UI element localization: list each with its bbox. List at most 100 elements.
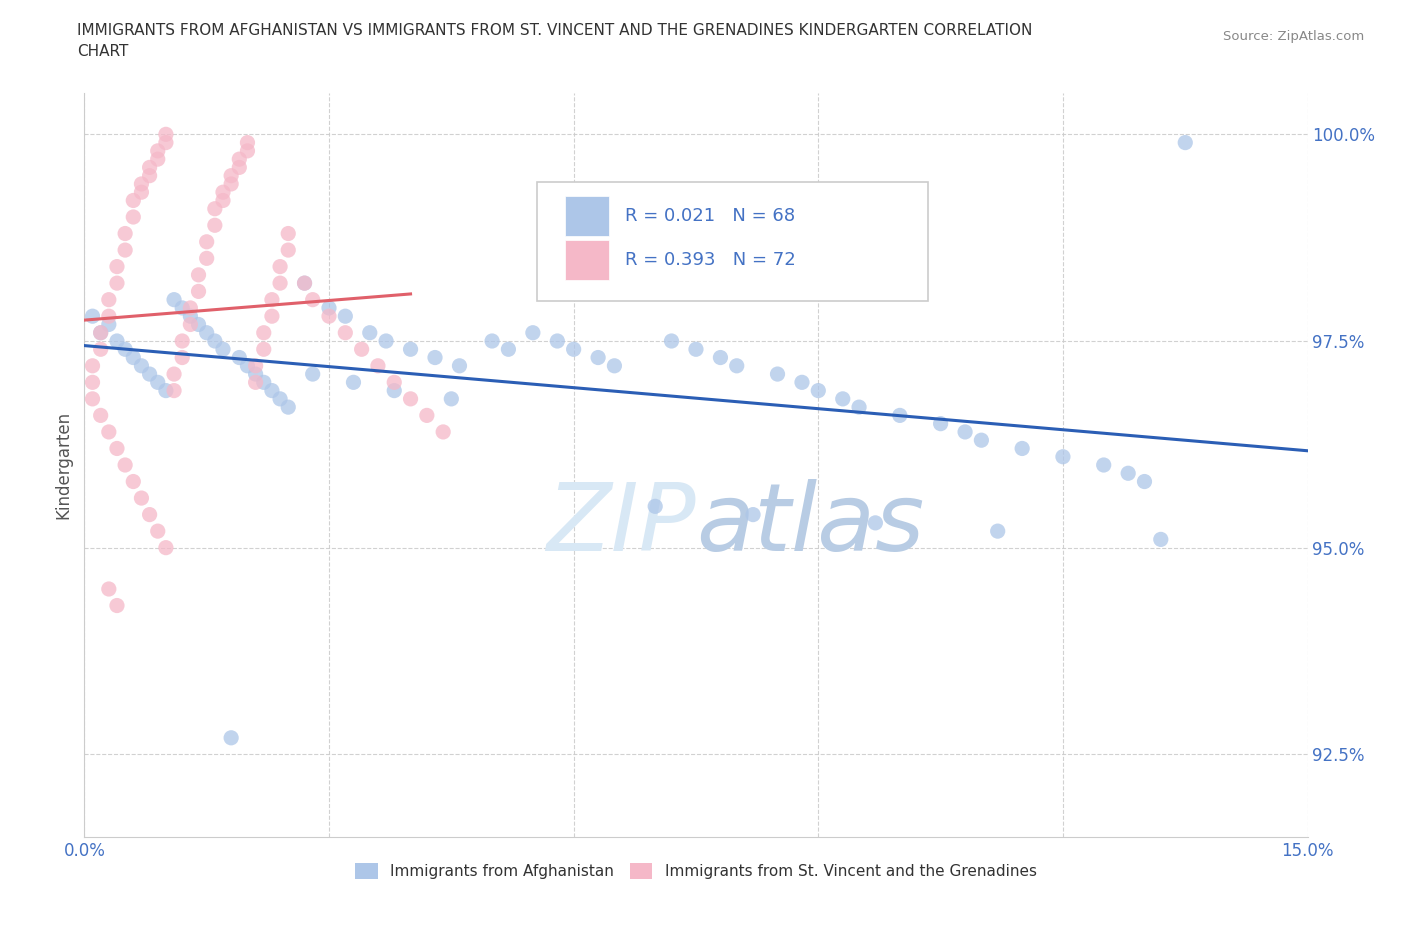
- Point: [163, 366, 186, 381]
- Point: [1052, 449, 1074, 464]
- Point: [432, 424, 454, 439]
- Point: [253, 326, 276, 340]
- Point: [219, 177, 242, 192]
- Point: [172, 334, 194, 349]
- Point: [953, 424, 976, 439]
- Text: R = 0.021   N = 68: R = 0.021 N = 68: [626, 206, 796, 225]
- Point: [277, 243, 299, 258]
- Point: [1092, 458, 1115, 472]
- Text: atlas: atlas: [696, 479, 924, 570]
- Point: [146, 524, 169, 538]
- Point: [90, 408, 112, 423]
- FancyBboxPatch shape: [537, 182, 928, 301]
- Point: [301, 366, 323, 381]
- Y-axis label: Kindergarten: Kindergarten: [55, 411, 73, 519]
- Point: [90, 342, 112, 357]
- Point: [187, 284, 209, 299]
- Point: [260, 383, 283, 398]
- Point: [1011, 441, 1033, 456]
- Point: [929, 417, 952, 432]
- Point: [228, 350, 250, 365]
- Point: [97, 309, 120, 324]
- Point: [359, 326, 381, 340]
- Point: [236, 358, 259, 373]
- Point: [245, 358, 267, 373]
- Point: [245, 366, 267, 381]
- FancyBboxPatch shape: [565, 195, 609, 236]
- Point: [97, 317, 120, 332]
- Text: ZIP: ZIP: [547, 479, 696, 570]
- Point: [114, 226, 136, 241]
- Point: [416, 408, 439, 423]
- Point: [1150, 532, 1173, 547]
- Point: [335, 309, 357, 324]
- Point: [155, 540, 177, 555]
- Point: [228, 160, 250, 175]
- Point: [375, 334, 398, 349]
- Point: [90, 326, 112, 340]
- Point: [195, 326, 218, 340]
- Point: [382, 375, 405, 390]
- Point: [498, 342, 520, 357]
- Point: [318, 309, 340, 324]
- Point: [172, 300, 194, 315]
- Point: [122, 350, 145, 365]
- Point: [138, 366, 160, 381]
- Text: Source: ZipAtlas.com: Source: ZipAtlas.com: [1223, 30, 1364, 43]
- Point: [187, 268, 209, 283]
- Point: [163, 383, 186, 398]
- Point: [155, 383, 177, 398]
- FancyBboxPatch shape: [565, 240, 609, 281]
- Point: [105, 334, 128, 349]
- Point: [889, 408, 911, 423]
- Point: [399, 392, 422, 406]
- Point: [90, 326, 112, 340]
- Point: [269, 275, 291, 290]
- Point: [219, 730, 242, 745]
- Point: [97, 424, 120, 439]
- Point: [586, 350, 609, 365]
- Point: [709, 350, 731, 365]
- Point: [350, 342, 373, 357]
- Point: [138, 168, 160, 183]
- Point: [1174, 135, 1197, 150]
- Point: [212, 342, 235, 357]
- Point: [131, 177, 153, 192]
- Point: [269, 392, 291, 406]
- Point: [97, 581, 120, 596]
- Point: [195, 234, 218, 249]
- Point: [114, 458, 136, 472]
- Point: [301, 292, 323, 307]
- Point: [146, 143, 169, 158]
- Point: [82, 309, 104, 324]
- Point: [318, 300, 340, 315]
- Point: [236, 135, 259, 150]
- Point: [342, 375, 364, 390]
- Point: [987, 524, 1010, 538]
- Text: R = 0.393   N = 72: R = 0.393 N = 72: [626, 251, 796, 270]
- Point: [114, 243, 136, 258]
- Point: [146, 375, 169, 390]
- Point: [546, 334, 568, 349]
- Point: [105, 275, 128, 290]
- Point: [522, 326, 544, 340]
- Point: [122, 209, 145, 224]
- Point: [260, 292, 283, 307]
- Point: [138, 507, 160, 522]
- Point: [294, 275, 316, 290]
- Point: [155, 126, 177, 141]
- Point: [105, 259, 128, 274]
- Point: [179, 317, 201, 332]
- Point: [253, 342, 276, 357]
- Point: [644, 498, 666, 513]
- Point: [219, 168, 242, 183]
- Point: [236, 143, 259, 158]
- Point: [82, 392, 104, 406]
- Point: [97, 292, 120, 307]
- Point: [155, 135, 177, 150]
- Point: [294, 275, 316, 290]
- Point: [245, 375, 267, 390]
- Point: [228, 152, 250, 166]
- Point: [831, 392, 853, 406]
- Point: [204, 201, 226, 216]
